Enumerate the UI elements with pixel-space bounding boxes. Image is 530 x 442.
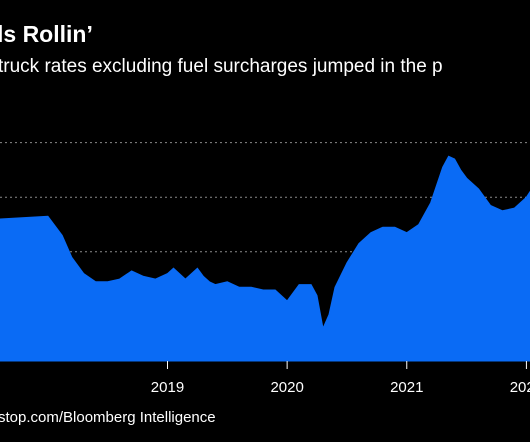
chart-title: ls Rollin’ — [0, 21, 93, 47]
x-tick-label-2021: 2021 — [390, 379, 423, 396]
x-tick-label-2020: 2020 — [270, 379, 303, 396]
plot-area — [0, 155, 530, 362]
x-tick-label-2022: 2022 — [510, 379, 530, 396]
x-axis: 2019 2020 2021 2022 — [151, 361, 530, 396]
x-tick-label-2019: 2019 — [151, 379, 184, 396]
chart-subtitle: truck rates excluding fuel surcharges ju… — [0, 56, 443, 77]
source-note: stop.com/Bloomberg Intelligence — [0, 409, 216, 426]
series-area-0 — [0, 155, 530, 362]
